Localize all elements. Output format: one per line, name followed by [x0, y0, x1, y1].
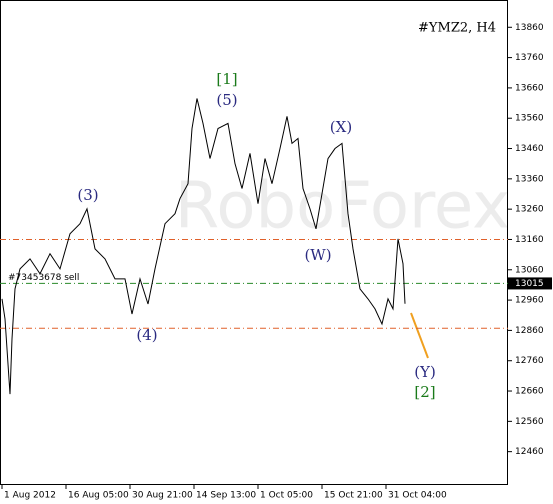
wave-label: [2] — [414, 383, 435, 401]
y-tick-label: 13160 — [515, 235, 544, 245]
x-tick-label: 1 Oct 05:00 — [260, 491, 313, 501]
y-tick-label: 12660 — [515, 387, 544, 397]
price-tag: 13015 — [515, 279, 544, 289]
wave-label: (W) — [304, 246, 331, 264]
y-tick-label: 13460 — [515, 144, 544, 154]
y-tick-label: 13360 — [515, 174, 544, 184]
y-tick-label: 13760 — [515, 53, 544, 63]
x-tick-label: 30 Aug 21:00 — [132, 491, 193, 501]
wave-label: (4) — [136, 326, 157, 344]
y-tick-label: 12760 — [515, 356, 544, 366]
y-tick-label: 13860 — [515, 23, 544, 33]
y-tick-label: 12560 — [515, 417, 544, 427]
forecast-arrow — [410, 312, 429, 359]
wave-label: (Y) — [414, 363, 436, 381]
y-tick-label: 13560 — [515, 114, 544, 124]
wave-label: [1] — [216, 70, 237, 88]
y-tick-label: 13260 — [515, 205, 544, 215]
watermark: RoboForex — [175, 170, 510, 244]
y-tick-label: 12860 — [515, 326, 544, 336]
wave-label: (5) — [216, 91, 237, 109]
plot-frame — [0, 0, 508, 485]
y-tick-label: 13660 — [515, 83, 544, 93]
level-label: #73453678 sell — [8, 273, 79, 283]
chart-title: #YMZ2, H4 — [418, 21, 496, 36]
x-tick-label: 16 Aug 05:00 — [68, 491, 129, 501]
x-tick-label: 14 Sep 13:00 — [196, 491, 256, 501]
y-tick-label: 12460 — [515, 447, 544, 457]
y-tick-label: 12960 — [515, 296, 544, 306]
x-tick-label: 15 Oct 21:00 — [324, 491, 383, 501]
price-tag-bg — [508, 277, 552, 290]
wave-label: (3) — [77, 186, 98, 204]
price-line — [1, 98, 406, 395]
y-tick-label: 13060 — [515, 265, 544, 275]
x-tick-label: 31 Oct 04:00 — [388, 491, 447, 501]
wave-label: (X) — [330, 118, 352, 136]
x-tick-label: 1 Aug 2012 — [4, 491, 56, 501]
